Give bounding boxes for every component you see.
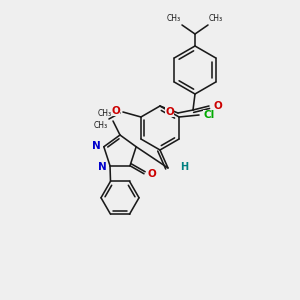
Text: O: O [111,106,120,116]
Text: N: N [92,141,101,151]
Text: O: O [214,101,223,111]
Text: N: N [98,162,107,172]
Text: O: O [148,169,157,179]
Text: CH₃: CH₃ [209,14,223,23]
Text: O: O [165,107,174,117]
Text: CH₃: CH₃ [167,14,181,23]
Text: Cl: Cl [203,110,214,120]
Text: H: H [180,162,188,172]
Text: CH₃: CH₃ [94,121,108,130]
Text: CH₃: CH₃ [98,109,112,118]
